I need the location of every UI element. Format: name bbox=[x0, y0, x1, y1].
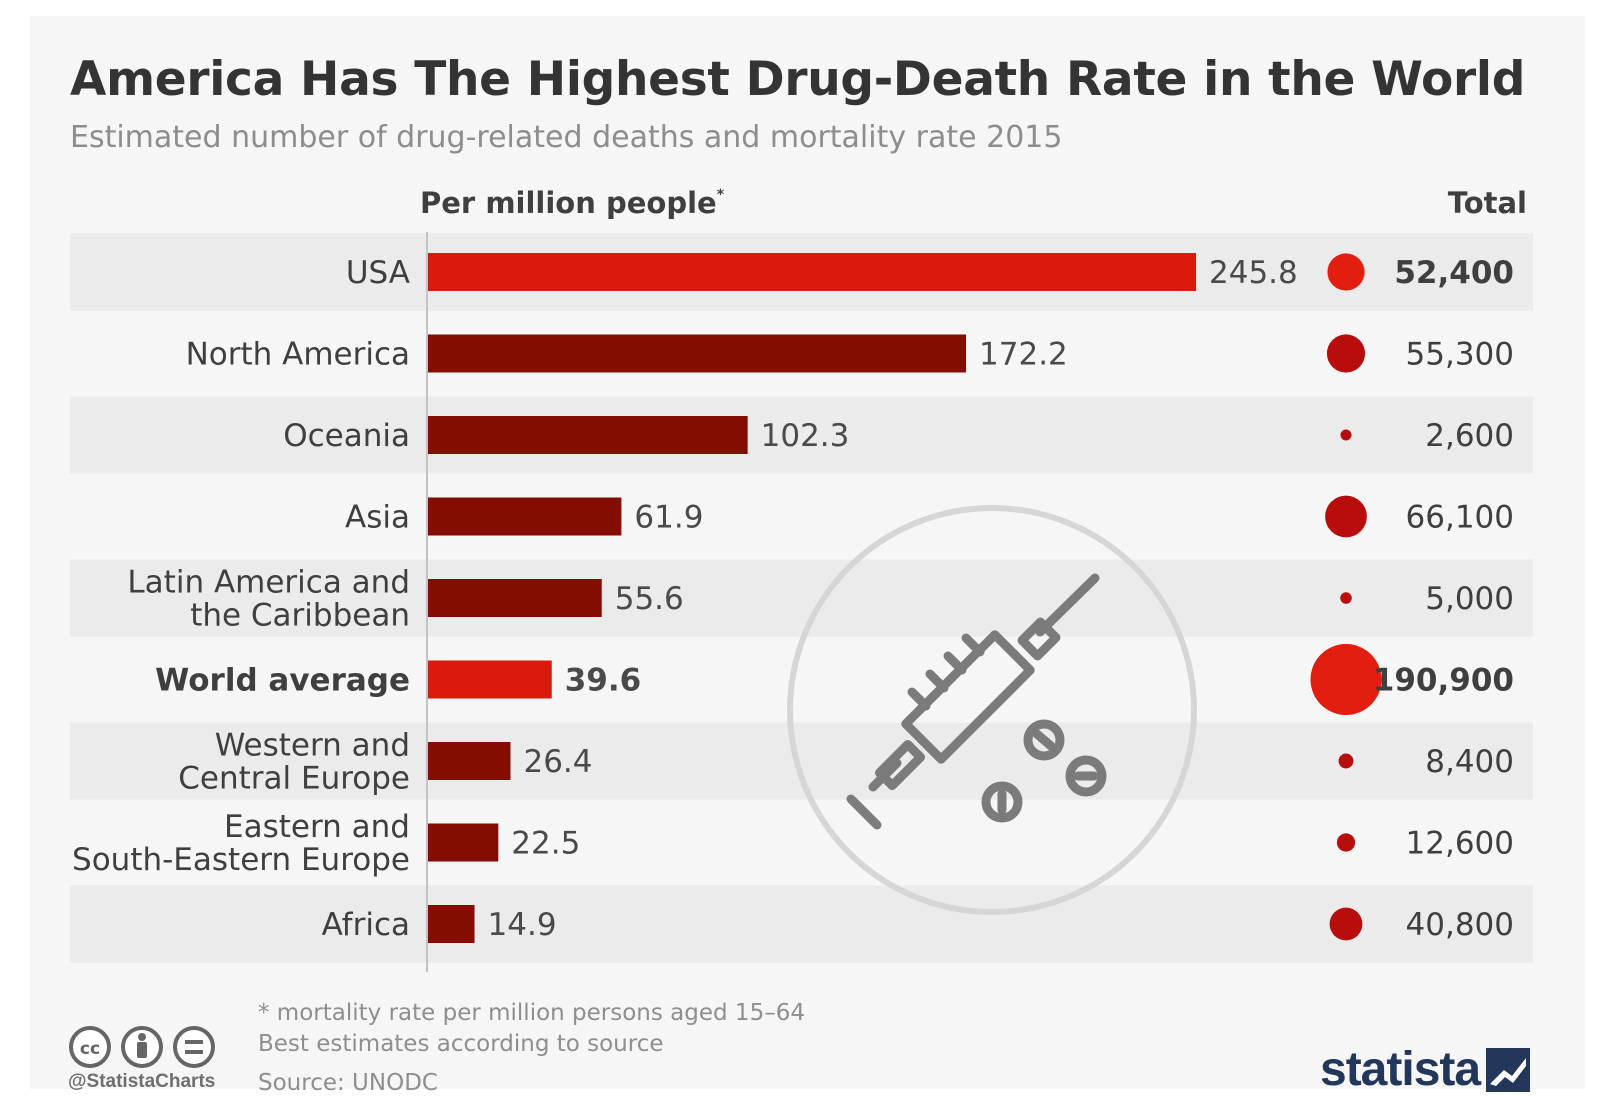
footnote-estimates: Best estimates according to source bbox=[258, 1031, 664, 1057]
category-label-latin-america-and-the-caribbean: Latin America and the Caribbean bbox=[127, 565, 410, 634]
category-label-line: North America bbox=[186, 337, 410, 373]
total-dot-eastern-and-south-eastern-europe bbox=[1336, 833, 1356, 852]
total-dot-world-average bbox=[1310, 644, 1382, 715]
total-dot-latin-america-and-the-caribbean bbox=[1340, 592, 1352, 604]
category-label-line: Eastern and bbox=[224, 809, 410, 845]
bar-world-average bbox=[428, 660, 552, 699]
category-label-north-america: North America bbox=[186, 337, 410, 373]
category-label-line: Oceania bbox=[283, 418, 410, 454]
total-dot-usa bbox=[1327, 253, 1365, 291]
footnote-asterisk: * mortality rate per million persons age… bbox=[258, 1000, 805, 1026]
bar-africa bbox=[428, 905, 475, 943]
license-icons[interactable]: cc bbox=[68, 1024, 228, 1070]
row-stripe-western-and-central-europe bbox=[70, 722, 1533, 800]
nd-icon[interactable] bbox=[173, 1026, 215, 1068]
total-dot-africa bbox=[1329, 907, 1363, 941]
syringe-icon bbox=[787, 505, 1197, 915]
by-icon[interactable] bbox=[121, 1026, 163, 1068]
category-label-line: the Caribbean bbox=[190, 598, 410, 634]
total-label-asia: 66,100 bbox=[1406, 500, 1514, 536]
bar-north-america bbox=[428, 334, 967, 373]
value-label-usa: 245.8 bbox=[1209, 255, 1298, 291]
twitter-handle[interactable]: @StatistaCharts bbox=[68, 1071, 216, 1092]
statista-logo[interactable]: statista bbox=[1320, 1042, 1531, 1097]
category-label-eastern-and-south-eastern-europe: Eastern and South-Eastern Europe bbox=[72, 809, 410, 878]
total-label-eastern-and-south-eastern-europe: 12,600 bbox=[1406, 826, 1514, 862]
source-note: Source: UNODC bbox=[258, 1070, 438, 1096]
category-label-world-average: World average bbox=[155, 663, 410, 699]
value-label-world-average: 39.6 bbox=[565, 663, 642, 699]
value-label-eastern-and-south-eastern-europe: 22.5 bbox=[511, 826, 580, 862]
row-stripe-oceania bbox=[70, 396, 1533, 474]
category-label-line: Asia bbox=[345, 500, 410, 536]
category-label-asia: Asia bbox=[345, 500, 410, 536]
total-column-header: Total bbox=[1447, 186, 1527, 220]
cc-icon[interactable]: cc bbox=[69, 1026, 111, 1068]
bar-eastern-and-south-eastern-europe bbox=[428, 823, 499, 862]
statista-logo-mark-icon bbox=[1486, 1047, 1531, 1092]
statista-logo-text: statista bbox=[1320, 1043, 1481, 1096]
total-label-latin-america-and-the-caribbean: 5,000 bbox=[1425, 581, 1514, 617]
category-label-usa: USA bbox=[346, 255, 410, 291]
rate-column-label: Per million people bbox=[420, 186, 717, 220]
value-label-western-and-central-europe: 26.4 bbox=[523, 744, 592, 780]
total-label-africa: 40,800 bbox=[1406, 907, 1514, 943]
chart-title: America Has The Highest Drug-Death Rate … bbox=[70, 52, 1526, 107]
value-label-latin-america-and-the-caribbean: 55.6 bbox=[615, 581, 684, 617]
bar-western-and-central-europe bbox=[428, 742, 511, 780]
value-label-africa: 14.9 bbox=[488, 907, 557, 943]
category-label-line: Western and bbox=[215, 728, 410, 764]
category-label-line: Africa bbox=[322, 907, 410, 943]
total-dot-asia bbox=[1325, 495, 1367, 538]
bar-usa bbox=[428, 253, 1196, 291]
category-label-line: USA bbox=[346, 255, 410, 291]
category-label-western-and-central-europe: Western and Central Europe bbox=[178, 728, 410, 797]
total-label-oceania: 2,600 bbox=[1425, 418, 1514, 454]
bar-oceania bbox=[428, 416, 748, 454]
value-label-oceania: 102.3 bbox=[761, 418, 850, 454]
total-label-north-america: 55,300 bbox=[1406, 337, 1514, 373]
category-label-oceania: Oceania bbox=[283, 418, 410, 454]
total-label-usa: 52,400 bbox=[1394, 255, 1514, 291]
category-label-africa: Africa bbox=[322, 907, 410, 943]
total-dot-oceania bbox=[1340, 429, 1352, 441]
row-stripe-latin-america-and-the-caribbean bbox=[70, 559, 1533, 637]
rate-footnote-marker: * bbox=[716, 187, 725, 203]
category-label-line: World average bbox=[155, 663, 410, 699]
row-stripes bbox=[70, 233, 1533, 963]
category-label-line: South-Eastern Europe bbox=[72, 842, 410, 878]
bar-latin-america-and-the-caribbean bbox=[428, 579, 602, 617]
total-dot-western-and-central-europe bbox=[1338, 753, 1354, 769]
total-label-world-average: 190,900 bbox=[1373, 663, 1514, 699]
value-label-asia: 61.9 bbox=[634, 500, 703, 536]
value-label-north-america: 172.2 bbox=[979, 337, 1068, 373]
row-stripe-africa bbox=[70, 885, 1533, 963]
bar-asia bbox=[428, 497, 622, 536]
category-label-line: Central Europe bbox=[178, 761, 410, 797]
chart-marks: USA 245.8 52,400 North America 172.2 55,300 Oc… bbox=[72, 253, 1514, 943]
category-label-line: Latin America and bbox=[127, 565, 410, 601]
total-dot-north-america bbox=[1326, 334, 1366, 373]
svg-text:cc: cc bbox=[80, 1039, 100, 1059]
rate-column-header: Per million people* bbox=[420, 186, 724, 220]
chart-subtitle: Estimated number of drug-related deaths … bbox=[70, 120, 1063, 155]
total-label-western-and-central-europe: 8,400 bbox=[1425, 744, 1514, 780]
